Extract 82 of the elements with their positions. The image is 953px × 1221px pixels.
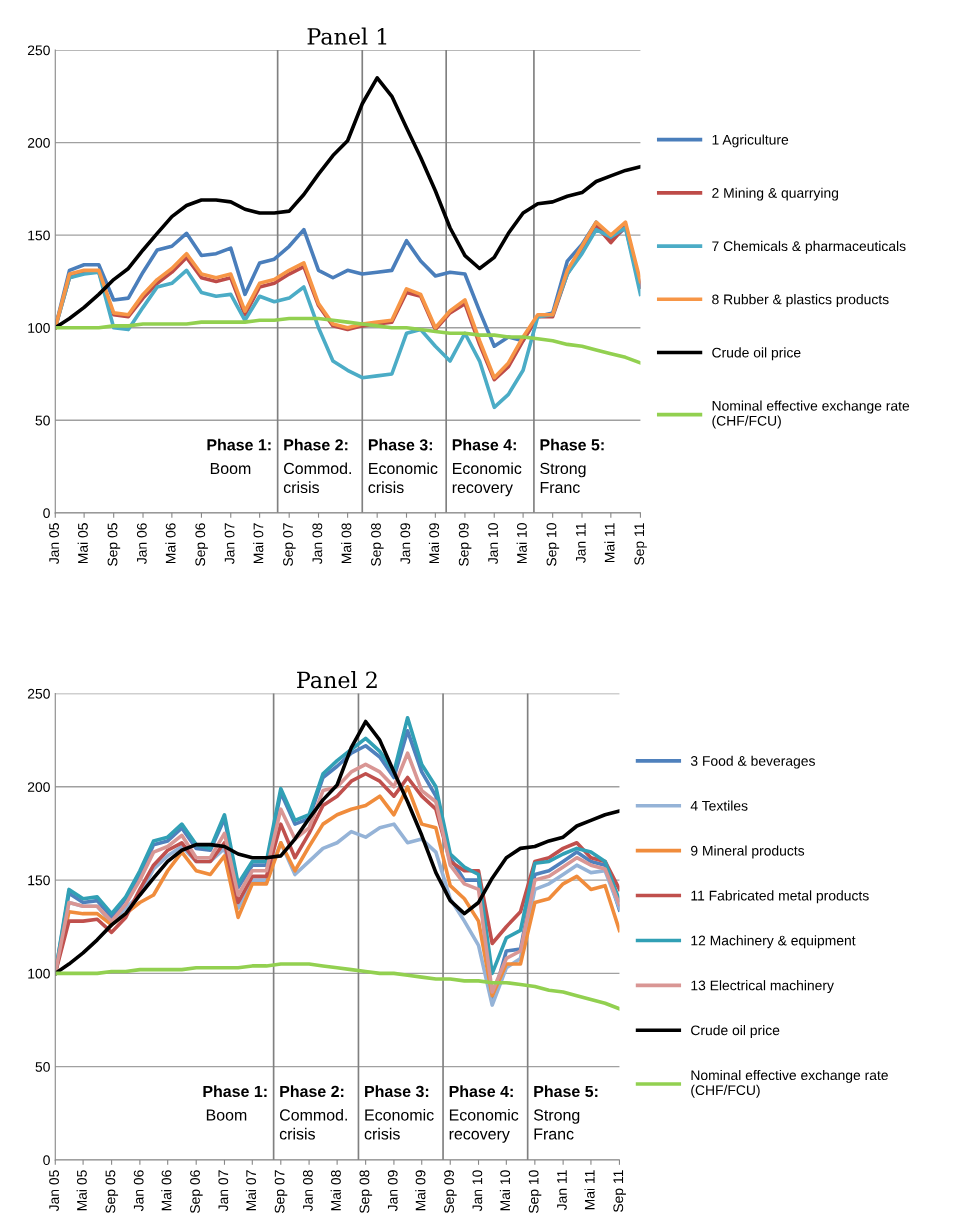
x-tick-label: Mai 05 <box>76 1170 87 1211</box>
x-tick-label: Mai 10 <box>516 523 527 564</box>
annotation: Phase 5: Strong Franc <box>533 1085 598 1140</box>
x-tick-label: Sep 09 <box>458 523 472 566</box>
x-tick-label: Mai 11 <box>604 523 615 563</box>
x-tick-label: Jan 11 <box>557 1170 567 1211</box>
line-series <box>55 962 620 1011</box>
legend-label: 12 Machinery & equipment <box>691 935 856 949</box>
legend-label: 4 Textiles <box>690 800 748 811</box>
legend-label: 2 Mining & quarrying <box>712 187 839 201</box>
y-tick-label: 200 <box>27 137 50 148</box>
annotation: Phase 1: Boom <box>203 1085 267 1121</box>
legend-label: 8 Rubber & plastics products <box>712 294 889 308</box>
x-tick-label: Sep 11 <box>613 1170 626 1213</box>
annotation: Phase 2: Commod. crisis <box>283 438 351 494</box>
legend-label: 13 Electrical machinery <box>691 980 834 994</box>
y-tick-label: 0 <box>43 1155 50 1166</box>
x-tick-label: Mai 06 <box>161 1170 172 1211</box>
legend-label: 3 Food & beverages <box>690 755 815 769</box>
x-tick-label: Jan 09 <box>400 523 411 565</box>
annotation: Phase 4: Economic recovery <box>452 438 522 497</box>
annotation: Phase 3: Economic crisis <box>368 438 438 494</box>
y-tick-label: 150 <box>28 875 50 886</box>
x-tick-label: Mai 06 <box>165 523 176 564</box>
x-tick-label: Jan 07 <box>224 523 235 565</box>
x-tick-label: Jan 11 <box>576 523 586 563</box>
x-tick-label: Mai 05 <box>77 523 88 564</box>
x-tick-label: Jan 09 <box>387 1170 398 1212</box>
y-tick-label: 250 <box>27 688 50 699</box>
x-tick-label: Sep 06 <box>190 1170 203 1214</box>
x-tick-label: Sep 06 <box>195 523 208 566</box>
x-tick-label: Sep 07 <box>274 1170 288 1214</box>
y-tick-label: 0 <box>43 508 50 518</box>
y-tick-label: 100 <box>28 968 50 979</box>
x-tick-label: Mai 08 <box>341 523 352 564</box>
x-tick-label: Sep 07 <box>283 523 296 566</box>
legend-label: Crude oil price <box>712 347 801 361</box>
x-tick-label: Jan 06 <box>133 1170 144 1212</box>
annotation: Phase 5: Strong Franc <box>540 438 604 494</box>
chart-title: Panel 2 <box>297 671 377 689</box>
y-tick-label: 200 <box>27 782 50 792</box>
x-tick-label: Sep 08 <box>371 523 384 566</box>
x-tick-label: Mai 08 <box>330 1170 341 1211</box>
x-tick-label: Mai 11 <box>584 1170 595 1210</box>
x-tick-label: Sep 10 <box>528 1170 542 1214</box>
x-tick-label: Jan 06 <box>136 523 147 565</box>
x-tick-label: Mai 07 <box>245 1170 257 1211</box>
x-tick-label: Sep 08 <box>359 1170 373 1214</box>
legend-label: Nominal effective exchange rate (CHF/FCU) <box>712 400 910 429</box>
y-tick-label: 250 <box>27 45 50 56</box>
x-tick-label: Jan 10 <box>472 1170 483 1212</box>
legend-label: Nominal effective exchange rate (CHF/FCU) <box>691 1069 888 1098</box>
x-tick-label: Jan 08 <box>302 1170 313 1212</box>
x-tick-label: Jan 10 <box>488 523 498 565</box>
annotation: Phase 4: Economic recovery <box>449 1085 519 1143</box>
line-series <box>55 316 641 365</box>
x-tick-label: Sep 10 <box>546 523 560 566</box>
legend-label: 9 Mineral products <box>691 845 805 859</box>
x-tick-label: Sep 05 <box>107 523 121 566</box>
y-tick-label: 150 <box>28 230 50 241</box>
legend-label: 7 Chemicals & pharmaceuticals <box>712 240 906 254</box>
annotation: Phase 1: Boom <box>207 438 271 475</box>
x-tick-label: Sep 09 <box>444 1170 457 1214</box>
x-tick-label: Mai 07 <box>253 523 264 564</box>
x-tick-label: Jan 08 <box>312 523 323 565</box>
chart-title: Panel 1 <box>307 27 387 45</box>
legend-label: Crude oil price <box>691 1025 780 1038</box>
y-tick-label: 50 <box>35 415 50 426</box>
legend-label: 1 Agriculture <box>712 134 789 148</box>
annotation: Phase 2: Commod. crisis <box>279 1085 347 1140</box>
x-tick-label: Jan 05 <box>49 1170 59 1212</box>
legend-label: 11 Fabricated metal products <box>691 890 869 904</box>
x-tick-label: Jan 07 <box>218 1170 229 1212</box>
x-tick-label: Sep 11 <box>634 523 647 565</box>
y-tick-label: 50 <box>35 1062 50 1072</box>
x-tick-label: Mai 09 <box>428 523 440 564</box>
x-tick-label: Mai 09 <box>415 1170 426 1211</box>
annotation: Phase 3: Economic crisis <box>364 1085 434 1140</box>
x-tick-label: Mai 10 <box>499 1170 511 1211</box>
x-tick-label: Jan 05 <box>49 523 59 565</box>
y-tick-label: 100 <box>28 323 50 333</box>
x-tick-label: Sep 05 <box>105 1170 119 1214</box>
